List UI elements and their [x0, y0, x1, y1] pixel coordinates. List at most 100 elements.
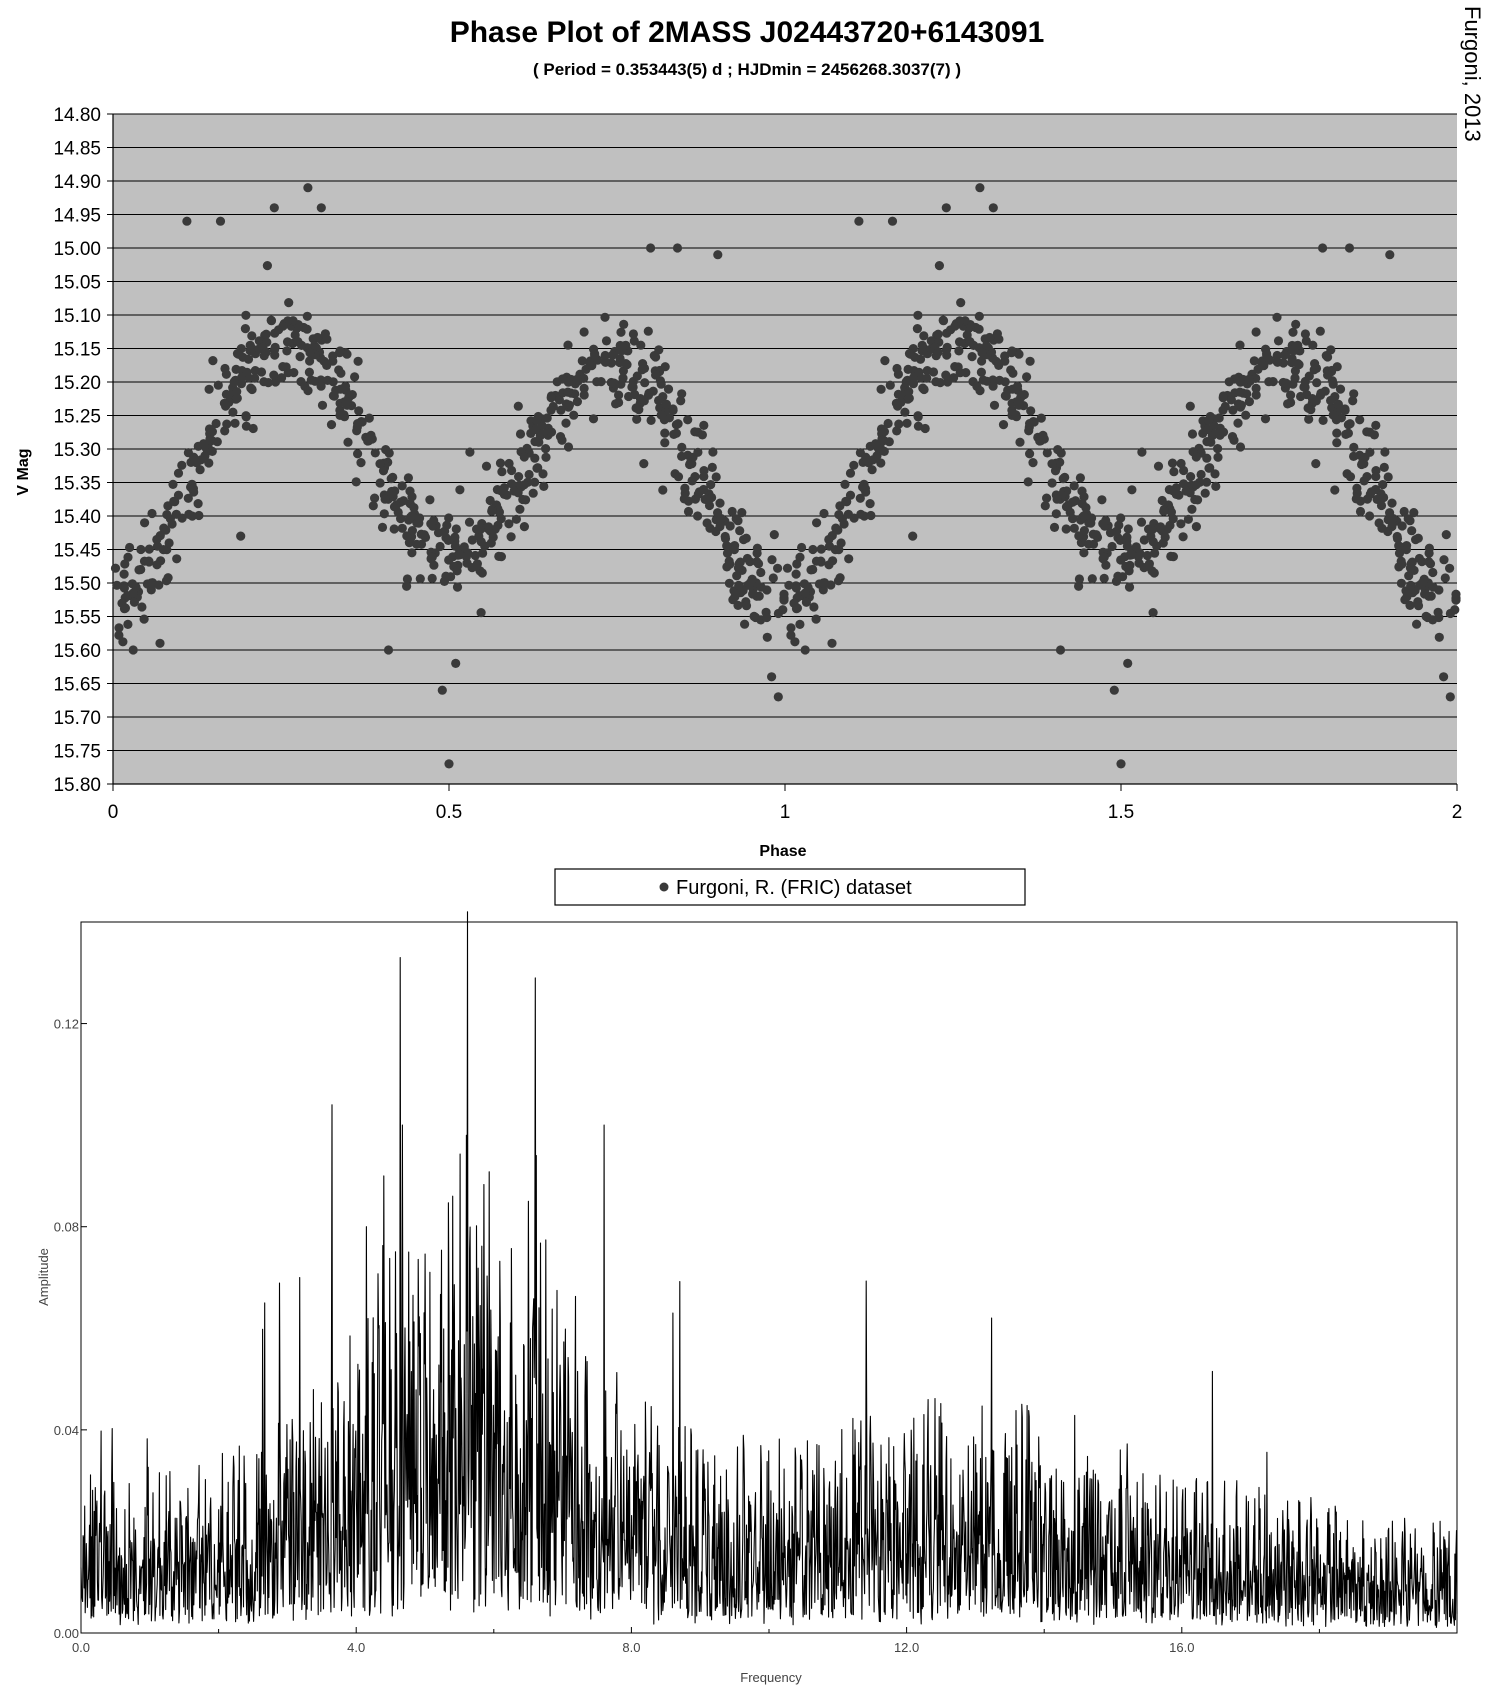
data-point [1439, 555, 1449, 565]
chart-title: Phase Plot of 2MASS J02443720+6143091 [449, 16, 1045, 49]
data-point [920, 423, 930, 434]
data-point [651, 370, 661, 380]
data-point [241, 310, 251, 320]
data-point [165, 514, 175, 524]
data-point [215, 216, 226, 226]
data-point [867, 465, 877, 475]
data-point [954, 346, 964, 356]
data-point [426, 519, 436, 529]
data-point [409, 503, 419, 513]
data-point [1311, 459, 1321, 469]
data-point [316, 381, 326, 391]
data-point [563, 340, 573, 350]
data-point [1144, 524, 1154, 534]
data-point [232, 393, 242, 403]
data-point [668, 404, 678, 414]
data-point [139, 556, 150, 566]
data-point [735, 526, 745, 536]
data-point [579, 390, 589, 400]
data-point [380, 494, 390, 504]
data-point [866, 510, 876, 521]
data-point [120, 603, 130, 613]
data-point [154, 580, 164, 590]
data-point [514, 472, 524, 482]
data-point [1220, 401, 1230, 412]
data-point [859, 511, 869, 521]
data-point [384, 448, 394, 458]
data-point [1407, 526, 1417, 536]
data-point [168, 479, 178, 489]
data-point [1149, 568, 1159, 578]
data-point [631, 403, 641, 413]
data-point [1051, 509, 1061, 519]
data-point [123, 552, 133, 562]
data-point [437, 685, 447, 695]
y-tick-label: 15.30 [53, 440, 101, 461]
data-point [1156, 522, 1166, 532]
data-point [261, 347, 271, 357]
data-point [439, 576, 449, 587]
data-point [808, 544, 818, 555]
data-point [879, 446, 889, 456]
data-point [1387, 498, 1397, 508]
data-point [370, 448, 380, 458]
data-point [495, 458, 506, 468]
data-point [1015, 437, 1025, 447]
data-point [1061, 524, 1071, 534]
data-point [375, 459, 385, 469]
y-tick-label: 15.65 [53, 675, 101, 696]
data-point [1131, 542, 1141, 552]
data-point [830, 545, 841, 555]
data-point [1028, 458, 1038, 468]
data-point [146, 578, 156, 588]
data-point [398, 496, 409, 506]
y-tick-label: 15.05 [53, 273, 101, 294]
data-point [1412, 619, 1422, 629]
data-point [956, 298, 966, 308]
data-point [1176, 519, 1186, 529]
data-point [1413, 601, 1424, 611]
data-point [729, 545, 740, 555]
data-point [1164, 485, 1174, 495]
data-point [1396, 556, 1406, 566]
data-point [693, 511, 703, 521]
y-tick-label: 15.50 [53, 574, 101, 595]
y-tick-label: 0.00 [54, 1626, 79, 1641]
data-point [965, 337, 975, 347]
data-point [569, 410, 579, 420]
data-point [1025, 356, 1035, 366]
frequency-plot-y-axis-label: Amplitude [36, 1248, 51, 1306]
data-point [212, 437, 222, 447]
data-point [659, 415, 670, 425]
data-point [1404, 571, 1414, 581]
data-point [1399, 506, 1409, 517]
data-point [1186, 472, 1196, 482]
data-point [836, 538, 846, 548]
data-point [1362, 472, 1372, 482]
data-point [1241, 410, 1251, 420]
data-point [1040, 501, 1050, 511]
data-point [1007, 346, 1017, 356]
data-point [1264, 377, 1274, 387]
data-point [364, 413, 374, 423]
data-point [733, 516, 743, 526]
data-point [1434, 612, 1444, 623]
data-point [1409, 507, 1419, 518]
data-point [472, 559, 482, 569]
data-point [812, 518, 822, 528]
data-point [1379, 492, 1389, 503]
data-point [303, 386, 313, 396]
data-point [1003, 385, 1013, 395]
data-point [1168, 514, 1178, 524]
data-point [1396, 578, 1406, 588]
data-point [481, 461, 492, 471]
data-point [908, 379, 919, 389]
data-point [1394, 548, 1405, 558]
data-point [1249, 356, 1259, 366]
data-point [933, 329, 943, 339]
data-point [1387, 521, 1397, 532]
data-point [524, 469, 534, 480]
data-point [941, 203, 951, 213]
data-point [397, 481, 407, 491]
data-point [879, 427, 890, 437]
